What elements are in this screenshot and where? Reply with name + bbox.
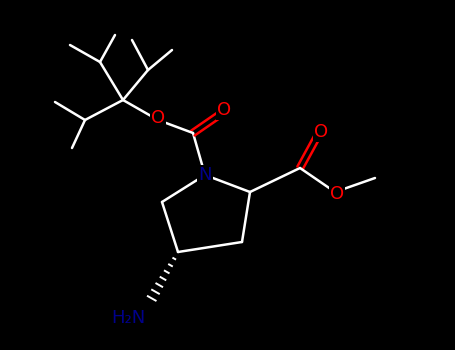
- Text: O: O: [330, 185, 344, 203]
- Text: O: O: [151, 109, 165, 127]
- Text: O: O: [217, 101, 231, 119]
- Text: N: N: [198, 166, 212, 184]
- Text: O: O: [314, 123, 328, 141]
- Text: H₂N: H₂N: [111, 309, 145, 327]
